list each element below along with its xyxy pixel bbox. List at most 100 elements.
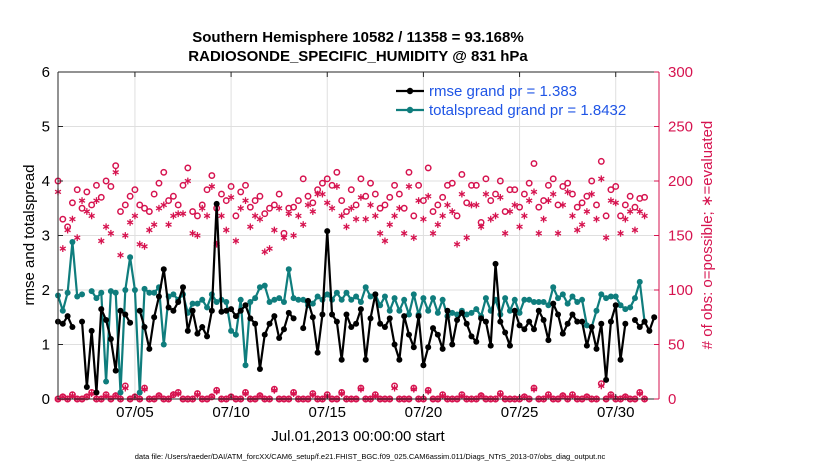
obs-possible-marker: [150, 190, 158, 198]
obs-evaluated-marker: [434, 221, 442, 228]
obs-possible-marker: [184, 164, 192, 172]
obs-evaluated-marker: [170, 391, 177, 399]
totalspread-point: [300, 296, 307, 303]
y-tick-label: 0: [42, 391, 50, 408]
obs-evaluated-marker: [256, 392, 264, 400]
obs-evaluated-marker: [578, 221, 586, 228]
obs-possible-marker: [203, 186, 211, 194]
obs-evaluated-marker: [203, 212, 211, 220]
rmse-point: [381, 324, 388, 331]
obs-possible-marker: [381, 201, 389, 209]
rmse-point: [362, 356, 369, 363]
x-tick-label: 07/10: [212, 404, 250, 421]
rmse-point: [151, 314, 158, 321]
totalspread-point: [194, 300, 201, 307]
obs-evaluated-marker: [545, 392, 552, 400]
obs-evaluated-marker: [453, 240, 461, 248]
obs-evaluated-marker: [448, 208, 456, 215]
obs-evaluated-marker: [424, 387, 432, 395]
totalspread-point: [439, 296, 446, 303]
y2-axis-label: # of obs: o=possible; ∗=evaluated: [699, 121, 716, 350]
obs-evaluated-marker: [112, 392, 119, 400]
obs-evaluated-marker: [309, 208, 317, 215]
rmse-point: [88, 327, 95, 334]
rmse-point: [405, 331, 412, 338]
obs-evaluated-marker: [506, 208, 514, 215]
totalspread-point: [574, 298, 581, 305]
rmse-point: [458, 309, 465, 316]
rmse-point: [425, 344, 432, 351]
obs-evaluated-marker: [376, 229, 384, 237]
obs-possible-marker: [573, 203, 581, 211]
obs-evaluated-marker: [573, 226, 581, 234]
totalspread-point: [636, 278, 643, 285]
rmse-point: [333, 318, 340, 325]
obs-evaluated-marker: [477, 392, 485, 400]
obs-evaluated-marker: [275, 204, 283, 212]
totalspread-point: [612, 293, 619, 300]
rmse-point: [83, 384, 90, 391]
rmse-point: [506, 342, 513, 349]
obs-possible-marker: [59, 215, 67, 223]
totalspread-point: [122, 287, 129, 293]
obs-evaluated-marker: [362, 215, 369, 223]
obs-possible-marker: [583, 192, 591, 200]
obs-possible-marker: [520, 190, 528, 198]
obs-evaluated-marker: [410, 234, 418, 242]
totalspread-point: [617, 302, 624, 309]
obs-possible-marker: [530, 160, 538, 168]
obs-evaluated-marker: [410, 385, 418, 393]
obs-possible-marker: [97, 193, 105, 201]
totalspread-point: [550, 284, 557, 291]
obs-possible-marker: [559, 183, 567, 190]
totalspread-point: [405, 311, 412, 318]
obs-evaluated-marker: [554, 229, 562, 237]
rmse-point: [598, 320, 605, 327]
rmse-point: [420, 362, 427, 369]
rmse-point: [603, 376, 610, 383]
obs-evaluated-marker: [439, 212, 446, 220]
rmse-point: [228, 306, 235, 313]
obs-possible-marker: [554, 201, 562, 209]
rmse-point: [564, 320, 571, 327]
obs-possible-marker: [126, 192, 134, 200]
totalspread-point: [146, 289, 153, 296]
y-axis-label: rmse and totalspread: [21, 165, 38, 306]
obs-evaluated-marker: [146, 226, 153, 234]
obs-evaluated-marker: [636, 390, 644, 397]
rmse-point: [607, 318, 614, 325]
obs-evaluated-marker: [521, 212, 528, 220]
obs-evaluated-marker: [155, 392, 163, 400]
obs-evaluated-marker: [516, 223, 523, 231]
obs-evaluated-marker: [179, 210, 187, 218]
x-tick-label: 07/15: [308, 404, 346, 421]
rmse-point: [353, 320, 360, 327]
totalspread-point: [521, 296, 528, 303]
obs-possible-marker: [386, 193, 394, 201]
obs-evaluated-marker: [319, 190, 326, 198]
obs-possible-marker: [347, 186, 355, 194]
obs-possible-marker: [155, 179, 163, 187]
obs-evaluated-marker: [69, 392, 76, 400]
rmse-point: [449, 341, 456, 348]
y-tick-label: 5: [42, 119, 50, 136]
totalspread-point: [367, 293, 374, 300]
obs-possible-marker: [222, 197, 230, 205]
obs-evaluated-marker: [155, 204, 163, 212]
obs-possible-marker: [544, 181, 552, 189]
obs-possible-marker: [367, 179, 374, 187]
rmse-point: [280, 326, 287, 333]
totalspread-point: [545, 302, 552, 309]
obs-evaluated-marker: [122, 232, 129, 239]
rmse-point: [64, 313, 71, 320]
rmse-point: [396, 356, 403, 363]
obs-evaluated-marker: [271, 226, 278, 234]
obs-possible-marker: [227, 183, 235, 190]
obs-possible-marker: [569, 190, 576, 198]
rmse-point: [247, 315, 254, 322]
rmse-point: [593, 345, 600, 352]
obs-possible-marker: [463, 199, 471, 207]
totalspread-point: [252, 295, 259, 302]
totalspread-point: [627, 304, 634, 311]
totalspread-point: [333, 289, 340, 296]
